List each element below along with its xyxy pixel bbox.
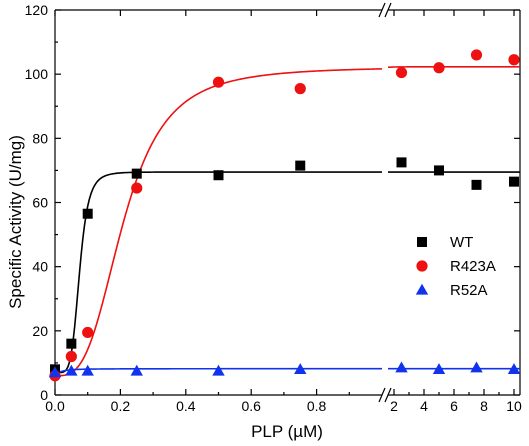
data-point-r52a: [130, 364, 143, 376]
data-point-r423a: [395, 66, 408, 79]
x-tick-label: 0.4: [176, 398, 196, 414]
data-point-r423a: [65, 350, 77, 363]
x-tick-label: 10: [506, 398, 522, 414]
data-point-wt: [295, 160, 306, 171]
data-point-r52a: [432, 363, 446, 374]
data-point-r423a: [470, 49, 483, 61]
axis-break-bottom: [378, 387, 392, 403]
axis-break-top: [378, 2, 392, 18]
tick-labels: 0 20 40 60 80 100 120 0.0 0.2 0.4 0.6 0.8 2 4 6 8 10: [25, 2, 522, 414]
y-tick-label: 60: [32, 195, 48, 211]
y-axis-title: Specific Activity (U/mg): [6, 135, 25, 309]
data-point-r52a: [48, 366, 62, 378]
legend-marker-wt: [417, 237, 427, 247]
data-point-r423a: [131, 182, 143, 194]
legend: WT R423A R52A: [415, 234, 496, 299]
data-point-r423a: [212, 76, 225, 88]
data-point-r423a: [294, 83, 306, 95]
data-point-r52a: [65, 364, 78, 376]
data-point-wt: [213, 170, 224, 181]
y-tick-label: 40: [32, 259, 48, 275]
legend-label: R423A: [450, 258, 496, 275]
data-point-wt: [396, 157, 407, 168]
data-point-wt: [471, 179, 482, 190]
y-tick-label: 0: [40, 387, 48, 403]
data-point-wt: [434, 165, 444, 176]
x-tick-label: 0.8: [307, 398, 327, 414]
x-tick-label: 8: [480, 398, 488, 414]
data-point-r52a: [507, 363, 521, 374]
axes-layer: [54, 2, 521, 403]
data-point-wt: [131, 168, 142, 179]
data-points: [48, 49, 521, 382]
data-point-wt: [66, 338, 77, 349]
data-point-r423a: [508, 54, 520, 66]
legend-item-r423a: R423A: [416, 258, 496, 275]
data-point-r423a: [433, 62, 445, 74]
legend-label: WT: [450, 234, 473, 251]
y-tick-label: 100: [25, 66, 49, 82]
data-point-r52a: [212, 364, 225, 376]
data-point-wt: [509, 176, 519, 187]
legend-item-r52a: R52A: [415, 282, 488, 299]
data-point-r52a: [470, 361, 483, 373]
x-tick-label: 0.6: [241, 398, 261, 414]
legend-item-wt: WT: [417, 234, 473, 251]
y-tick-label: 80: [32, 130, 48, 146]
fit-curve-r423a-left: [55, 68, 383, 377]
y-tick-label: 120: [25, 2, 49, 18]
x-tick-label: 4: [420, 398, 428, 414]
x-tick-label: 0.2: [111, 398, 131, 414]
data-point-r52a: [294, 363, 307, 374]
data-point-r423a: [82, 326, 94, 339]
x-tick-label: 2: [390, 398, 398, 414]
fit-curve-wt-left: [55, 171, 382, 374]
data-point-wt: [82, 208, 93, 219]
fit-curves: [54, 65, 520, 377]
data-point-r52a: [395, 361, 408, 373]
legend-marker-r52a: [415, 283, 429, 295]
x-axis-title: PLP (µM): [251, 422, 323, 441]
y-tick-label: 20: [32, 323, 48, 339]
data-point-r52a: [81, 364, 94, 376]
x-tick-label: 6: [450, 398, 458, 414]
legend-marker-r423a: [416, 260, 428, 272]
x-tick-label: 0.0: [45, 398, 65, 414]
legend-label: R52A: [450, 282, 488, 299]
